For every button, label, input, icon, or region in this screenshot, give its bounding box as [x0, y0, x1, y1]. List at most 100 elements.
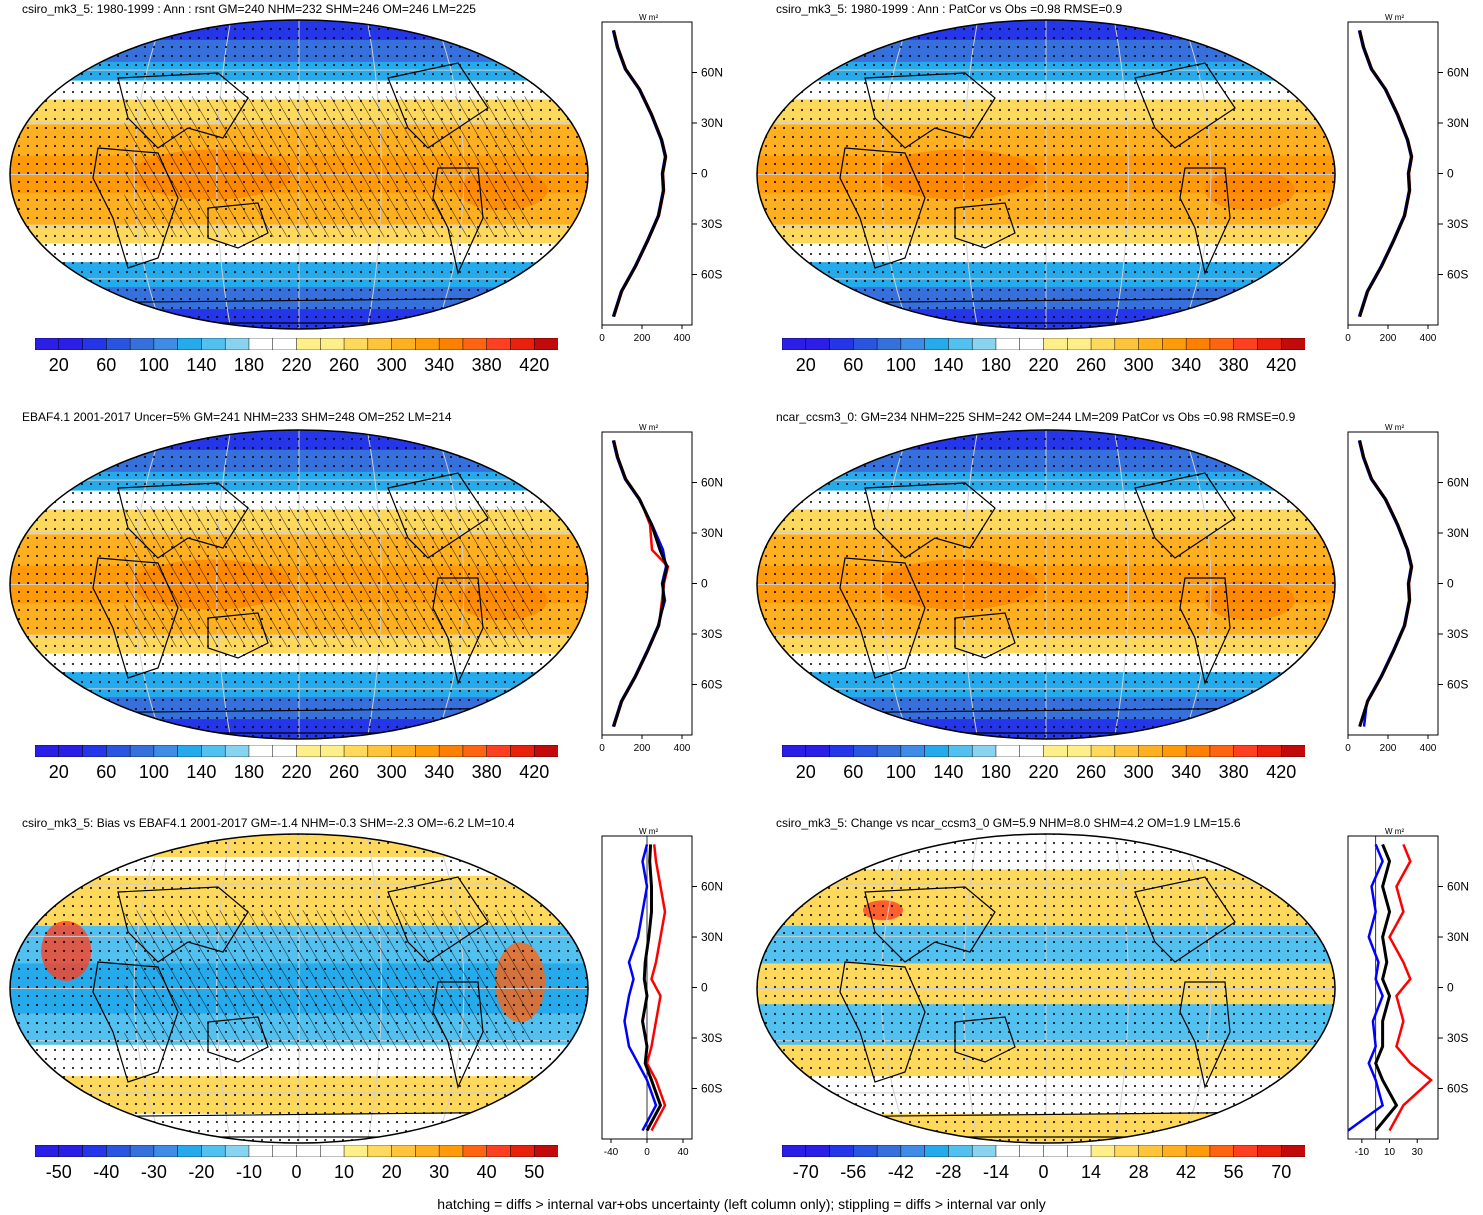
colorbar-tick-label: -40	[93, 1162, 120, 1182]
colorbar-tick-label: 420	[519, 762, 550, 782]
panel-title: EBAF4.1 2001-2017 Uncer=5% GM=241 NHM=23…	[22, 410, 452, 424]
latitude-tick-label: 60N	[1447, 66, 1469, 80]
colorbar-tick-label: 60	[843, 762, 864, 782]
zonal-mean-profile: 60N 30N 0 30S 60S W m² -10 10 30	[1347, 827, 1469, 1158]
profile-unit-label: W m²	[639, 423, 658, 432]
colorbar-tick-label: 140	[186, 762, 217, 782]
colorbar-tick-label: 100	[885, 762, 916, 782]
colorbar-tick-label: 260	[329, 762, 360, 782]
latitude-tick-label: 60S	[1447, 1082, 1468, 1096]
figure-caption: hatching = diffs > internal var+obs unce…	[437, 1196, 1046, 1212]
latitude-tick-label: 30S	[701, 217, 722, 231]
profile-x-tick-label: 400	[1420, 743, 1437, 754]
colorbar-tick-label: 180	[233, 762, 264, 782]
colorbar-tick-label: -42	[887, 1162, 914, 1182]
profile-x-tick-label: -10	[1355, 1147, 1370, 1158]
profile-unit-label: W m²	[1385, 423, 1404, 432]
latitude-tick-label: 30N	[701, 930, 723, 944]
colorbar-tick-label: 50	[524, 1162, 545, 1182]
colorbar-tick-label: 40	[476, 1162, 497, 1182]
profile-x-tick-label: 400	[1420, 333, 1437, 344]
colorbar-tick-label: 300	[376, 762, 407, 782]
latitude-tick-label: 30S	[1447, 1031, 1468, 1045]
colorbar	[35, 338, 558, 350]
colorbar-tick-label: -28	[935, 1162, 962, 1182]
profile-x-tick-label: 200	[1380, 333, 1397, 344]
zonal-mean-profile: 60N 30N 0 30S 60S W m² -40 0 40	[601, 827, 723, 1158]
profile-x-tick-label: 0	[599, 333, 605, 344]
latitude-tick-label: 0	[701, 167, 708, 181]
colorbar-tick-label: 20	[381, 1162, 402, 1182]
latitude-tick-label: 60S	[1447, 678, 1468, 692]
profile-series-blue	[1357, 30, 1413, 317]
panel-title: csiro_mk3_5: 1980-1999 : Ann : rsnt GM=2…	[22, 2, 476, 16]
profile-x-tick-label: 0	[599, 743, 605, 754]
latitude-tick-label: 60S	[701, 678, 722, 692]
colorbar	[782, 338, 1305, 350]
profile-x-tick-label: 400	[674, 743, 691, 754]
colorbar-tick-label: 0	[1038, 1162, 1049, 1182]
profile-x-tick-label: 200	[634, 333, 651, 344]
colorbar-tick-label: 20	[795, 762, 816, 782]
profile-series-blue	[623, 844, 658, 1132]
profile-series-red	[1358, 30, 1414, 317]
colorbar-tick-label: 260	[329, 355, 360, 375]
profile-x-tick-label: 200	[634, 743, 651, 754]
colorbar-tick-label: 42	[1176, 1162, 1197, 1182]
profile-series-black	[640, 844, 663, 1132]
colorbar-tick-label: 14	[1081, 1162, 1102, 1182]
colorbar-tick-label: 20	[795, 355, 816, 375]
latitude-tick-label: 30S	[701, 1031, 722, 1045]
profile-series-red	[1358, 440, 1414, 727]
panel-title: csiro_mk3_5: Bias vs EBAF4.1 2001-2017 G…	[22, 816, 515, 830]
profile-series-red	[645, 844, 667, 1132]
world-map	[9, 833, 589, 1144]
zonal-mean-profile: 60N 30N 0 30S 60S W m² 0 200 400	[1345, 13, 1469, 344]
profile-unit-label: W m²	[1385, 13, 1404, 22]
colorbar-tick-label: 300	[1123, 762, 1154, 782]
colorbar-tick-label: 100	[885, 355, 916, 375]
latitude-tick-label: 60N	[1447, 880, 1469, 894]
latitude-tick-label: 30N	[701, 526, 723, 540]
profile-series-red	[612, 30, 668, 317]
colorbar-tick-label: 260	[1076, 762, 1107, 782]
profile-series-black	[1374, 843, 1399, 1132]
colorbar-tick-label: -50	[45, 1162, 72, 1182]
zonal-mean-profile: 60N 30N 0 30S 60S W m² 0 200 400	[1345, 423, 1469, 754]
world-map	[756, 833, 1336, 1144]
colorbar-tick-label: 220	[1028, 762, 1059, 782]
latitude-tick-label: 30N	[1447, 930, 1469, 944]
colorbar-tick-label: 340	[424, 355, 455, 375]
profile-x-tick-label: 0	[1345, 743, 1351, 754]
colorbar-tick-label: 28	[1128, 1162, 1149, 1182]
colorbar-tick-label: 420	[1266, 762, 1297, 782]
profile-x-tick-label: 10	[1384, 1147, 1396, 1158]
zonal-mean-profile: 60N 30N 0 30S 60S W m² 0 200 400	[599, 423, 723, 754]
colorbar-tick-label: -14	[982, 1162, 1009, 1182]
colorbar-tick-label: -30	[140, 1162, 167, 1182]
colorbar-tick-label: 140	[933, 355, 964, 375]
latitude-tick-label: 30S	[1447, 217, 1468, 231]
latitude-tick-label: 30N	[1447, 526, 1469, 540]
profile-series-black	[612, 440, 669, 728]
colorbar-tick-label: 100	[138, 355, 169, 375]
latitude-tick-label: 30S	[1447, 627, 1468, 641]
profile-series-black	[612, 30, 668, 318]
profile-series-blue	[1347, 843, 1385, 1132]
latitude-tick-label: 60N	[1447, 476, 1469, 490]
colorbar-tick-label: 420	[1266, 355, 1297, 375]
latitude-tick-label: 30S	[701, 627, 722, 641]
latitude-tick-label: 60N	[701, 476, 723, 490]
colorbar-tick-label: 220	[1028, 355, 1059, 375]
profile-x-tick-label: 400	[674, 333, 691, 344]
world-map	[756, 19, 1336, 330]
world-map	[9, 429, 589, 740]
colorbar-tick-label: -56	[840, 1162, 867, 1182]
world-map	[9, 19, 589, 330]
latitude-tick-label: 60S	[701, 268, 722, 282]
profile-series-blue	[1357, 440, 1413, 727]
colorbar-tick-label: 380	[471, 355, 502, 375]
colorbar-tick-label: 100	[138, 762, 169, 782]
latitude-tick-label: 60N	[701, 880, 723, 894]
colorbar-tick-label: 20	[48, 355, 69, 375]
